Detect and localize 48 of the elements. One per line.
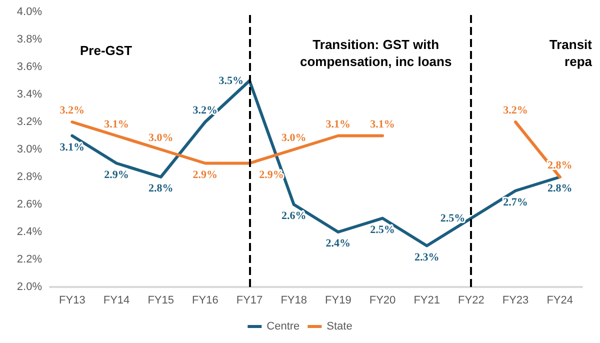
x-tick-label: FY20 (369, 294, 396, 306)
data-label: 3.0% (281, 132, 306, 144)
data-label: 2.5% (370, 224, 395, 236)
data-label: 2.6% (281, 210, 306, 222)
y-tick-label: 2.0% (16, 281, 42, 293)
data-label: 3.1% (370, 118, 395, 130)
y-tick-label: 2.8% (16, 171, 42, 183)
y-tick-label: 2.2% (16, 254, 42, 266)
annotation: Transit repa (549, 37, 593, 69)
legend-label: State (326, 320, 352, 332)
data-label: 2.9% (192, 168, 218, 181)
data-label: 3.1% (60, 141, 85, 154)
x-tick-label: FY19 (325, 294, 352, 306)
x-tick-label: FY21 (414, 294, 440, 306)
x-tick-label: FY16 (192, 294, 218, 306)
x-tick-label: FY22 (458, 294, 484, 306)
x-tick-label: FY17 (236, 294, 263, 306)
data-label: 2.7% (503, 196, 528, 208)
y-tick-label: 3.8% (16, 34, 42, 46)
data-label: 2.9% (104, 168, 129, 181)
y-tick-label: 3.0% (16, 144, 42, 156)
legend-label: Centre (266, 320, 300, 332)
x-tick-label: FY15 (148, 294, 174, 306)
annotation: Transition: GST with compensation, inc loans (300, 37, 452, 69)
data-label: 3.1% (326, 118, 351, 130)
x-tick-label: FY24 (546, 294, 573, 306)
x-tick-label: FY18 (280, 294, 307, 306)
x-tick-label: FY14 (103, 294, 130, 306)
y-tick-label: 2.4% (16, 226, 42, 238)
data-label: 3.2% (60, 104, 85, 116)
data-label: 3.5% (218, 74, 244, 87)
annotation: Pre-GST (80, 43, 132, 58)
data-label: 3.2% (192, 104, 218, 116)
y-tick-label: 3.6% (16, 61, 42, 73)
data-label: 2.3% (414, 251, 440, 264)
data-label: 2.8% (148, 182, 174, 194)
data-label: 3.0% (148, 132, 174, 144)
data-label: 2.8% (547, 182, 572, 194)
y-tick-label: 3.4% (16, 88, 42, 100)
data-label: 3.1% (104, 118, 129, 130)
data-label: 2.4% (326, 238, 351, 250)
y-tick-label: 3.2% (16, 116, 42, 128)
x-tick-label: FY13 (59, 294, 86, 306)
y-tick-label: 4.0% (16, 6, 42, 18)
x-tick-label: FY23 (502, 294, 529, 306)
data-label: 3.2% (503, 104, 528, 116)
y-tick-label: 2.6% (16, 198, 42, 210)
data-label: 2.5% (440, 212, 466, 224)
